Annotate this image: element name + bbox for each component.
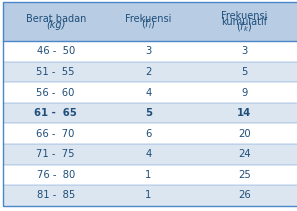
Text: 14: 14	[237, 108, 251, 118]
Text: 1: 1	[145, 191, 152, 200]
Text: 61 -  65: 61 - 65	[34, 108, 77, 118]
Text: 20: 20	[238, 129, 251, 139]
Text: 3: 3	[145, 46, 152, 56]
Text: 24: 24	[238, 149, 251, 159]
Text: 1: 1	[145, 170, 152, 180]
Text: kumulatif: kumulatif	[221, 17, 267, 27]
Text: $(f_k)$: $(f_k)$	[236, 21, 252, 34]
Text: 5: 5	[145, 108, 152, 118]
Text: 26: 26	[238, 191, 251, 200]
Bar	[3, 41, 297, 62]
Bar	[3, 82, 297, 103]
Bar	[3, 2, 297, 41]
Text: 4: 4	[145, 88, 152, 97]
Bar	[3, 123, 297, 144]
Bar	[3, 185, 297, 206]
Text: 6: 6	[145, 129, 152, 139]
Text: 9: 9	[241, 88, 247, 97]
Bar	[3, 144, 297, 165]
Text: Berat badan: Berat badan	[26, 14, 86, 24]
Bar	[3, 62, 297, 82]
Text: 4: 4	[145, 149, 152, 159]
Text: 5: 5	[241, 67, 247, 77]
Text: 3: 3	[241, 46, 247, 56]
Text: 51 -  55: 51 - 55	[37, 67, 75, 77]
Text: 81 -  85: 81 - 85	[37, 191, 75, 200]
Text: $(f_i)$: $(f_i)$	[141, 18, 156, 31]
Text: 25: 25	[238, 170, 251, 180]
Text: 71 -  75: 71 - 75	[37, 149, 75, 159]
Text: 56 -  60: 56 - 60	[37, 88, 75, 97]
Text: Frekuensi: Frekuensi	[221, 11, 268, 21]
Bar	[3, 103, 297, 123]
Text: 2: 2	[145, 67, 152, 77]
Text: 66 -  70: 66 - 70	[37, 129, 75, 139]
Text: Frekuensi: Frekuensi	[125, 14, 172, 24]
Text: (kg): (kg)	[46, 20, 65, 30]
Bar	[3, 165, 297, 185]
Text: 46 -  50: 46 - 50	[37, 46, 75, 56]
Text: 76 -  80: 76 - 80	[37, 170, 75, 180]
